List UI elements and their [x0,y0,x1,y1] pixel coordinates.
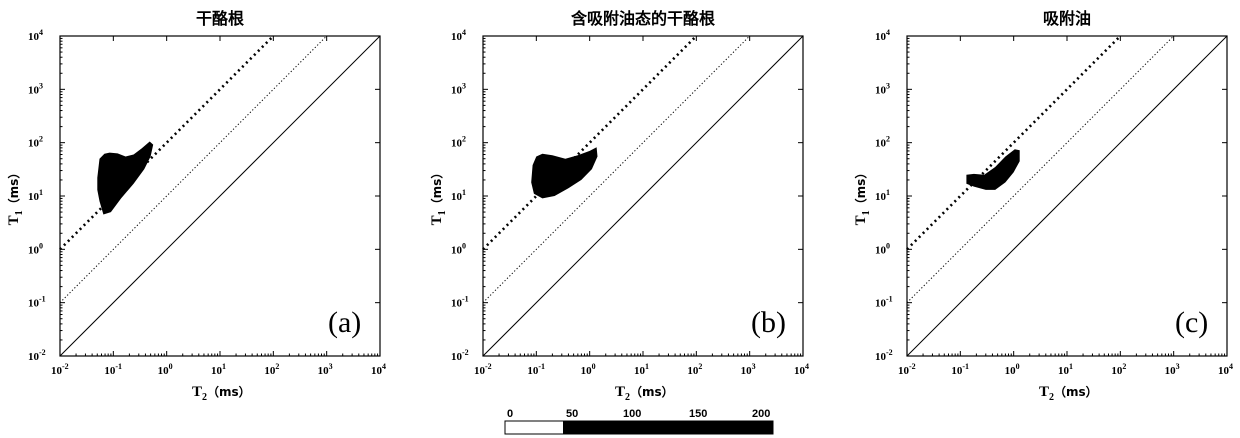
colorbar-tick-150: 150 [689,408,707,420]
colorbar-tick-0: 0 [507,408,513,420]
panel-title: 干酪根 [196,9,244,28]
colorbar-tick-50: 50 [566,408,578,420]
panel-label: (b) [751,306,786,339]
panel-title: 含吸附油态的干酪根 [571,9,715,28]
colorbar-tick-200: 200 [752,408,770,420]
colorbar-tick-100: 100 [623,408,641,420]
panel-label: (a) [328,306,361,339]
panel-label: (c) [1175,306,1208,339]
panel-title: 吸附油 [1043,9,1091,28]
colorbar-filled-segment [563,421,773,434]
